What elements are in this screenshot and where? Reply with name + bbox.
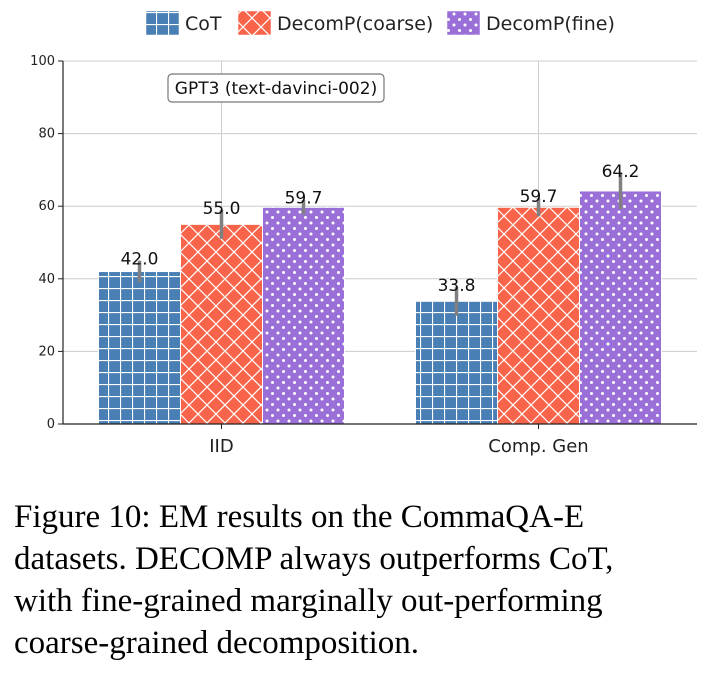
caption-line: datasets. DECOMP always outperforms CoT, <box>14 541 614 577</box>
y-tick-label: 20 <box>38 344 55 359</box>
bar <box>497 206 580 425</box>
legend-label: DecomP(fine) <box>486 13 615 35</box>
data-label: 59.7 <box>520 187 558 207</box>
bar <box>579 190 662 425</box>
legend: CoT DecomP(coarse) DecomP(fine) <box>145 10 615 36</box>
data-label: 33.8 <box>438 276 476 296</box>
chart: CoT DecomP(coarse) DecomP(fine) 42.0 33.8 55… <box>30 10 697 457</box>
annotation-text: GPT3 (text-davinci-002) <box>175 79 377 99</box>
legend-swatch <box>446 10 481 36</box>
y-tick-label: 0 <box>47 417 55 432</box>
axes: 0 20 40 60 80 100 IID Comp. Gen <box>30 54 697 457</box>
data-label: 42.0 <box>121 250 159 270</box>
bar <box>98 271 181 425</box>
data-label: 64.2 <box>602 162 640 182</box>
legend-swatch <box>237 10 272 36</box>
y-tick-label: 100 <box>30 54 55 69</box>
caption-line: with fine-grained marginally out-perform… <box>14 583 603 619</box>
bar <box>180 223 263 425</box>
legend-swatch <box>145 10 180 36</box>
legend-label: DecomP(coarse) <box>277 13 433 35</box>
legend-label: CoT <box>185 13 222 35</box>
x-tick-label: IID <box>209 436 233 457</box>
annotation-box: GPT3 (text-davinci-002) <box>167 73 385 103</box>
figure-caption: Figure 10: EM results on the CommaQA-E d… <box>14 496 710 664</box>
data-label: 55.0 <box>203 199 241 219</box>
bar <box>262 206 345 425</box>
data-label: 59.7 <box>285 188 323 208</box>
caption-line: coarse-grained decomposition. <box>14 625 420 661</box>
y-tick-label: 40 <box>38 272 55 287</box>
y-tick-label: 60 <box>38 199 55 214</box>
y-tick-label: 80 <box>38 127 55 142</box>
bars: 42.0 33.8 55.0 59.7 59.7 64.2 <box>98 162 662 425</box>
caption-line: Figure 10: EM results on the CommaQA-E <box>14 499 585 535</box>
x-tick-label: Comp. Gen <box>488 436 588 457</box>
bar <box>415 300 498 425</box>
